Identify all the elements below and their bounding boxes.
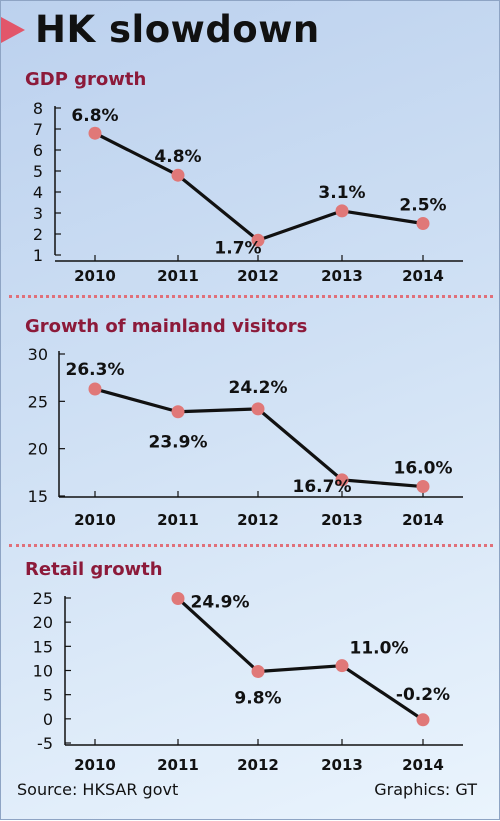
data-label: 26.3% [66, 360, 125, 380]
series-line [176, 597, 424, 722]
data-label: -0.2% [396, 685, 450, 705]
data-point [171, 405, 185, 419]
data-label: 24.9% [191, 592, 250, 612]
data-label: 1.7% [214, 238, 261, 258]
x-tick-label: 2011 [157, 511, 199, 529]
data-label: 2.5% [399, 196, 446, 216]
y-tick-label: 15 [33, 637, 53, 656]
x-tick-label: 2013 [321, 756, 363, 774]
section-divider [9, 544, 493, 547]
series-line [94, 131, 424, 242]
data-point [416, 217, 430, 230]
data-point [251, 233, 265, 247]
title-accent-arrow [1, 17, 25, 43]
data-point [171, 168, 185, 182]
x-tick-label: 2012 [237, 267, 279, 285]
y-tick-label: 6 [33, 141, 43, 160]
y-tick-label: 10 [33, 662, 53, 681]
y-tick-label: 15 [28, 487, 48, 506]
data-label: 6.8% [71, 106, 118, 126]
y-tick-label: 2 [33, 225, 43, 244]
data-point [88, 126, 102, 140]
data-label: 3.1% [318, 183, 365, 203]
y-tick-label: 3 [33, 204, 43, 223]
x-tick-label: 2014 [402, 267, 444, 285]
section-divider [9, 295, 493, 298]
data-point [88, 382, 102, 396]
x-tick-label: 2010 [74, 267, 116, 285]
x-tick-label: 2012 [237, 511, 279, 529]
data-label: 11.0% [350, 639, 409, 659]
graphics-credit: Graphics: GT [374, 780, 477, 799]
y-tick-label: 5 [33, 162, 43, 181]
data-point [335, 473, 349, 487]
data-point [171, 591, 185, 605]
x-tick-label: 2011 [157, 756, 199, 774]
data-label: 23.9% [149, 433, 208, 453]
data-point [416, 480, 430, 494]
y-tick-label: 4 [33, 183, 43, 202]
data-label: 9.8% [234, 688, 281, 708]
chart-title: Retail growth [25, 559, 163, 580]
x-tick-label: 2011 [157, 267, 199, 285]
y-tick-label: 5 [43, 686, 53, 705]
x-tick-label: 2010 [74, 511, 116, 529]
y-tick-label: 30 [28, 345, 48, 364]
data-label: 16.7% [293, 477, 352, 497]
y-tick-label: 0 [43, 710, 53, 729]
y-tick-label: 1 [33, 246, 43, 265]
y-tick-label: 8 [33, 99, 43, 118]
x-tick-label: 2013 [321, 511, 363, 529]
data-point [251, 402, 265, 416]
data-point [416, 713, 430, 727]
y-tick-label: -5 [37, 734, 53, 753]
x-tick-label: 2014 [402, 511, 444, 529]
y-tick-label: 20 [33, 613, 53, 632]
data-point [335, 659, 349, 673]
y-tick-label: 25 [28, 392, 48, 411]
data-label: 24.2% [229, 378, 288, 398]
page-title: HK slowdown [35, 8, 320, 51]
chart-title: GDP growth [25, 69, 146, 90]
data-label: 4.8% [154, 147, 201, 167]
x-tick-label: 2010 [74, 756, 116, 774]
x-tick-label: 2014 [402, 756, 444, 774]
data-point [251, 664, 265, 678]
data-point [335, 204, 349, 218]
y-tick-label: 20 [28, 440, 48, 459]
y-tick-label: 7 [33, 120, 43, 139]
source-note: Source: HKSAR govt [17, 780, 179, 799]
x-tick-label: 2012 [237, 756, 279, 774]
chart-title: Growth of mainland visitors [25, 316, 307, 337]
y-tick-label: 25 [33, 589, 53, 608]
data-label: 16.0% [394, 459, 453, 479]
x-tick-label: 2013 [321, 267, 363, 285]
